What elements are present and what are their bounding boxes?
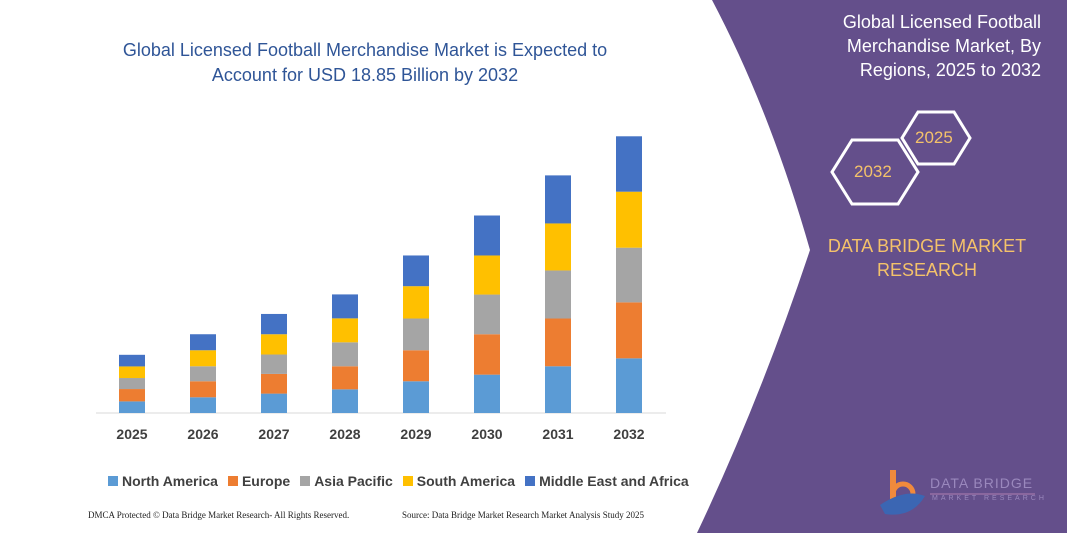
legend-item: Asia Pacific [300,473,393,489]
footer-source: Source: Data Bridge Market Research Mark… [402,510,644,520]
bar-segment [616,358,642,413]
bar-segment [616,191,642,248]
chart-title: Global Licensed Football Merchandise Mar… [122,40,608,85]
x-tick-label: 2026 [187,426,219,442]
bar-segment [616,302,642,359]
bar-segment [545,175,571,224]
bar-segment [474,374,500,413]
brand-name: DATA BRIDGE MARKET RESEARCH [827,236,1027,280]
bar-segment [403,318,429,351]
hexagon-2032 [830,138,920,206]
logo-subtext: MARKET RESEARCH [932,495,1047,502]
bar-segment [474,294,500,335]
x-tick-label: 2030 [471,426,503,442]
bar-segment [332,366,358,390]
bar-segment [545,366,571,413]
x-tick-label: 2025 [116,426,148,442]
bar-segment [190,381,216,398]
legend-item: Europe [227,473,290,489]
bar-segment [119,378,145,390]
bar-segment [474,215,500,256]
bar-segment [332,389,358,413]
x-tick-label: 2031 [542,426,574,442]
bar-segment [332,294,358,319]
bar-segment [616,247,642,303]
bar-segment [190,366,216,382]
bar-segment [332,342,358,367]
bar-segment [190,334,216,351]
bar-segment [261,393,287,413]
x-tick-label: 2032 [613,426,645,442]
legend-item: South America [402,473,515,489]
x-tick-label: 2028 [329,426,361,442]
bar-segment [119,354,145,367]
bar-segment [403,255,429,287]
panel-title: Global Licensed Football Merchandise Mar… [842,12,1041,80]
legend-item: Middle East and Africa [525,473,689,489]
logo-text: DATA BRIDGE [930,475,1034,491]
bar-segment [545,270,571,319]
bar-segment [261,334,287,355]
bar-segment [261,354,287,374]
hexagon-2025 [900,110,972,166]
bar-segment [261,373,287,394]
legend-item: North America [108,473,218,489]
bar-segment [474,334,500,375]
bar-segment [403,381,429,413]
legend: North America Europe Asia Pacific South … [108,473,689,489]
bar-segment [545,318,571,367]
logo-icon [880,470,925,515]
bar-segment [616,136,642,192]
footer-copyright: DMCA Protected © Data Bridge Market Rese… [88,510,350,520]
x-tick-label: 2027 [258,426,290,442]
bar-segment [190,350,216,367]
bar-segment [119,389,145,402]
bar-segment [190,397,216,413]
bar-segment [332,318,358,343]
bar-segment [119,401,145,413]
bar-segment [119,366,145,379]
bar-segment [261,313,287,335]
bar-segment [545,223,571,271]
bar-segment [474,255,500,295]
hex-end-label: 2032 [854,162,892,181]
bar-segment [403,286,429,319]
side-panel [697,0,1067,533]
x-tick-label: 2029 [400,426,432,442]
hex-start-label: 2025 [915,128,953,147]
bar-segment [403,350,429,382]
